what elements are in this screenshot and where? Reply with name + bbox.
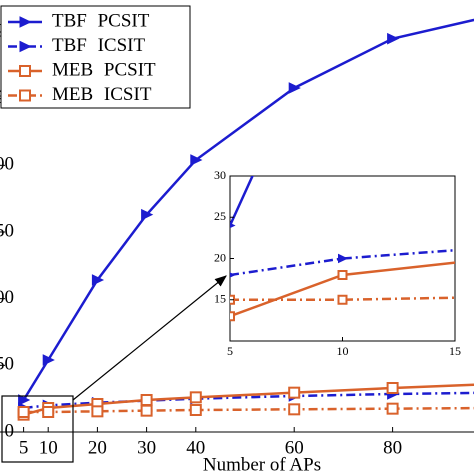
legend-marker <box>19 89 31 102</box>
zoom-box <box>1 395 74 463</box>
plot-area <box>0 18 474 433</box>
legend-marker <box>19 16 32 28</box>
marker <box>288 386 301 399</box>
marker <box>230 272 236 278</box>
marker <box>337 270 348 280</box>
series-line <box>23 406 474 414</box>
x-tick-label: 40 <box>186 437 205 458</box>
marker <box>42 406 55 418</box>
inset-y-tick-label: 25 <box>214 209 226 223</box>
inset-y-tick-label: 20 <box>214 250 226 264</box>
zoom-arrow <box>72 275 227 401</box>
marker <box>141 208 154 221</box>
x-axis-label: Number of APs <box>203 454 321 474</box>
marker <box>189 404 202 416</box>
marker <box>288 403 301 416</box>
x-tick-label: 5 <box>19 437 29 458</box>
x-tick-label: 10 <box>39 437 58 458</box>
legend-marker <box>19 40 32 53</box>
marker <box>230 311 235 322</box>
marker <box>230 222 236 229</box>
marker <box>91 405 104 418</box>
inset-y-tick-label: 30 <box>214 168 226 182</box>
inset-y-tick-label: 15 <box>214 292 226 306</box>
marker <box>189 391 202 404</box>
legend-entries: TBF PCSIT TBF ICSIT MEB PCSIT MEB ICSIT <box>8 10 156 105</box>
marker <box>386 382 399 394</box>
inset-x-tick-label: 15 <box>449 344 461 358</box>
marker <box>42 354 55 366</box>
marker <box>190 154 203 166</box>
x-tick-label: 30 <box>137 437 156 458</box>
x-tick-label: 20 <box>88 437 107 458</box>
series-line <box>230 261 455 318</box>
marker <box>140 394 153 406</box>
x-tick-label: 60 <box>285 437 304 458</box>
y-tick-label: 00 <box>0 154 14 175</box>
legend-label: MEB ICSIT <box>52 84 152 105</box>
legend-marker <box>19 65 31 77</box>
marker <box>91 274 105 286</box>
x-tick-label: 80 <box>383 437 402 458</box>
marker <box>386 402 399 415</box>
marker <box>387 32 400 45</box>
inset-x-tick-label: 10 <box>337 344 349 358</box>
marker <box>17 406 30 418</box>
marker <box>338 253 349 264</box>
inset-x-tick-label: 5 <box>227 344 233 358</box>
series-line <box>22 18 474 401</box>
y-tick-label: 00 <box>0 287 14 308</box>
marker <box>18 394 31 406</box>
legend-label: MEB PCSIT <box>52 59 156 80</box>
series-line <box>23 383 474 416</box>
marker <box>140 404 153 417</box>
marker <box>337 294 348 305</box>
y-tick-label: 50 <box>0 354 14 375</box>
legend-label: TBF ICSIT <box>52 35 145 56</box>
y-tick-label: 50 <box>0 220 14 241</box>
legend-label: TBF PCSIT <box>52 10 150 31</box>
y-tick-label: 0 <box>5 420 15 441</box>
marker <box>288 82 301 94</box>
